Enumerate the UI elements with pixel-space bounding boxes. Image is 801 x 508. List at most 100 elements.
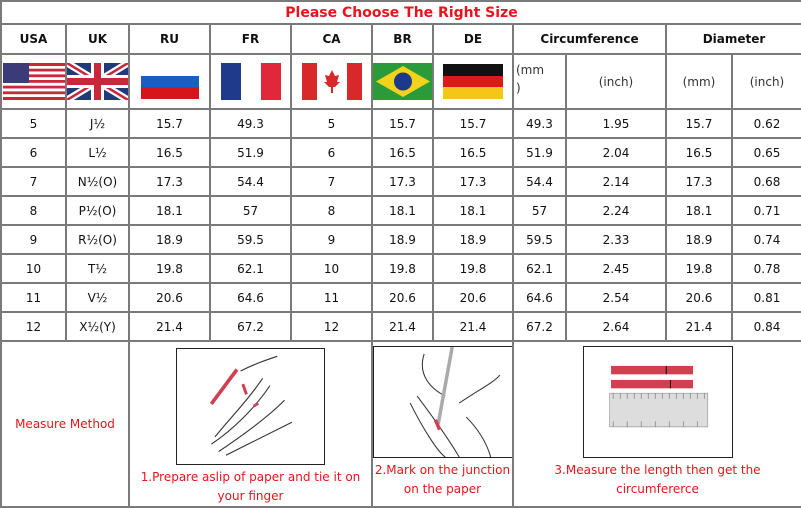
cell-br: 17.3 <box>371 166 434 197</box>
cell-br: 20.6 <box>371 282 434 313</box>
cell-circ-mm: 64.6 <box>512 282 567 313</box>
diameter-inch-unit: (inch) <box>731 53 801 110</box>
circumference-inch-unit: (inch) <box>565 53 667 110</box>
cell-dia-mm: 20.6 <box>665 282 733 313</box>
cell-ca: 6 <box>290 137 373 168</box>
header-usa: USA <box>0 23 67 55</box>
cell-fr: 57 <box>209 195 292 226</box>
table-row: 6 L½ 16.5 51.9 6 16.5 16.5 51.9 2.04 16.5 0.65 <box>0 137 801 168</box>
table-row: 10 T½ 19.8 62.1 10 19.8 19.8 62.1 2.45 19.8 0.78 <box>0 253 801 284</box>
cell-uk: V½ <box>65 282 130 313</box>
page-title: Please Choose The Right Size <box>0 0 801 25</box>
cell-usa: 6 <box>0 137 67 168</box>
uk-flag-icon <box>65 53 130 110</box>
header-diameter: Diameter <box>665 23 801 55</box>
cell-de: 19.8 <box>432 253 514 284</box>
cell-ca: 8 <box>290 195 373 226</box>
russia-flag-icon <box>128 53 211 110</box>
cell-fr: 64.6 <box>209 282 292 313</box>
cell-dia-mm: 16.5 <box>665 137 733 168</box>
diameter-mm-unit: (mm) <box>665 53 733 110</box>
cell-ru: 16.5 <box>128 137 211 168</box>
table-row: 11 V½ 20.6 64.6 11 20.6 20.6 64.6 2.54 20.6 0.81 <box>0 282 801 313</box>
cell-dia-inch: 0.74 <box>731 224 801 255</box>
cell-circ-inch: 2.45 <box>565 253 667 284</box>
cell-br: 19.8 <box>371 253 434 284</box>
measure-step-1: 1.Prepare aslip of paper and tie it on y… <box>128 340 373 508</box>
measure-method-label: Measure Method <box>0 340 130 508</box>
step-1-caption: 1.Prepare aslip of paper and tie it on y… <box>140 470 361 503</box>
cell-uk: R½(O) <box>65 224 130 255</box>
brazil-flag-icon <box>371 53 434 110</box>
cell-dia-inch: 0.78 <box>731 253 801 284</box>
table-row: 9 R½(O) 18.9 59.5 9 18.9 18.9 59.5 2.33 18.9 0.74 <box>0 224 801 255</box>
cell-de: 17.3 <box>432 166 514 197</box>
cell-fr: 62.1 <box>209 253 292 284</box>
cell-circ-mm: 57 <box>512 195 567 226</box>
cell-usa: 11 <box>0 282 67 313</box>
measure-step-2: 2.Mark on the junction on the paper <box>371 340 514 508</box>
cell-br: 21.4 <box>371 311 434 342</box>
table-row: 5 J½ 15.7 49.3 5 15.7 15.7 49.3 1.95 15.7 0.62 <box>0 108 801 139</box>
cell-de: 20.6 <box>432 282 514 313</box>
cell-circ-inch: 2.33 <box>565 224 667 255</box>
cell-circ-inch: 2.04 <box>565 137 667 168</box>
cell-de: 18.1 <box>432 195 514 226</box>
cell-circ-inch: 2.14 <box>565 166 667 197</box>
cell-ca: 5 <box>290 108 373 139</box>
cell-fr: 59.5 <box>209 224 292 255</box>
finger-wrap-illustration <box>176 348 325 465</box>
cell-circ-inch: 1.95 <box>565 108 667 139</box>
step-2-caption: 2.Mark on the junction on the paper <box>374 463 511 496</box>
cell-ca: 12 <box>290 311 373 342</box>
cell-br: 15.7 <box>371 108 434 139</box>
cell-circ-mm: 54.4 <box>512 166 567 197</box>
header-uk: UK <box>65 23 130 55</box>
cell-uk: N½(O) <box>65 166 130 197</box>
cell-fr: 51.9 <box>209 137 292 168</box>
cell-circ-inch: 2.64 <box>565 311 667 342</box>
header-ru: RU <box>128 23 211 55</box>
cell-ru: 19.8 <box>128 253 211 284</box>
cell-uk: T½ <box>65 253 130 284</box>
cell-de: 16.5 <box>432 137 514 168</box>
cell-ca: 7 <box>290 166 373 197</box>
table-row: 12 X½(Y) 21.4 67.2 12 21.4 21.4 67.2 2.64 21.4 0.8… <box>0 311 801 342</box>
cell-circ-mm: 67.2 <box>512 311 567 342</box>
cell-br: 16.5 <box>371 137 434 168</box>
cell-dia-inch: 0.62 <box>731 108 801 139</box>
measure-step-3: 3.Measure the length then get the circum… <box>512 340 801 508</box>
circumference-mm-unit: (mm ) <box>512 53 567 110</box>
header-circumference: Circumference <box>512 23 667 55</box>
cell-dia-inch: 0.81 <box>731 282 801 313</box>
cell-dia-inch: 0.68 <box>731 166 801 197</box>
cell-fr: 49.3 <box>209 108 292 139</box>
cell-ru: 15.7 <box>128 108 211 139</box>
cell-circ-inch: 2.54 <box>565 282 667 313</box>
cell-de: 21.4 <box>432 311 514 342</box>
step-3-caption: 3.Measure the length then get the circum… <box>554 463 761 496</box>
header-de: DE <box>432 23 514 55</box>
cell-ru: 17.3 <box>128 166 211 197</box>
cell-dia-inch: 0.84 <box>731 311 801 342</box>
cell-dia-mm: 17.3 <box>665 166 733 197</box>
cell-ca: 9 <box>290 224 373 255</box>
cell-usa: 5 <box>0 108 67 139</box>
cell-circ-mm: 51.9 <box>512 137 567 168</box>
cell-usa: 8 <box>0 195 67 226</box>
ruler-illustration <box>582 346 733 458</box>
table-row: 8 P½(O) 18.1 57 8 18.1 18.1 57 2.24 18.1 0.71 <box>0 195 801 226</box>
cell-dia-inch: 0.65 <box>731 137 801 168</box>
header-br: BR <box>371 23 434 55</box>
header-fr: FR <box>209 23 292 55</box>
cell-fr: 54.4 <box>209 166 292 197</box>
cell-uk: P½(O) <box>65 195 130 226</box>
cell-circ-mm: 59.5 <box>512 224 567 255</box>
cell-ru: 18.9 <box>128 224 211 255</box>
cell-ca: 11 <box>290 282 373 313</box>
cell-circ-mm: 49.3 <box>512 108 567 139</box>
cell-ru: 18.1 <box>128 195 211 226</box>
cell-usa: 12 <box>0 311 67 342</box>
cell-circ-inch: 2.24 <box>565 195 667 226</box>
cell-de: 18.9 <box>432 224 514 255</box>
